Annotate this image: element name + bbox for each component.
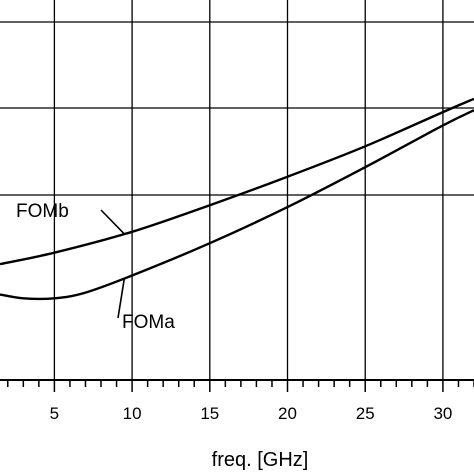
x-axis: 5 10 15 20 25 30 xyxy=(0,379,474,423)
annotations: FOMb FOMa xyxy=(16,201,175,333)
series-label-foma: FOMa xyxy=(122,312,175,333)
x-tick-label-10: 10 xyxy=(123,404,142,423)
annotation-leader-foma xyxy=(117,278,126,319)
x-tick-label-30: 30 xyxy=(433,404,452,423)
annotation-leader-fomb xyxy=(100,209,125,235)
series-line-foma xyxy=(0,109,474,301)
series-label-fomb: FOMb xyxy=(16,201,69,222)
series-line-fomb xyxy=(0,97,474,266)
series-group xyxy=(0,97,474,301)
x-tick-label-15: 15 xyxy=(200,404,219,423)
x-axis-label: freq. [GHz] xyxy=(212,449,309,471)
x-tick-label-25: 25 xyxy=(356,404,375,423)
x-tick-label-5: 5 xyxy=(50,404,59,423)
x-tick-label-20: 20 xyxy=(278,404,297,423)
